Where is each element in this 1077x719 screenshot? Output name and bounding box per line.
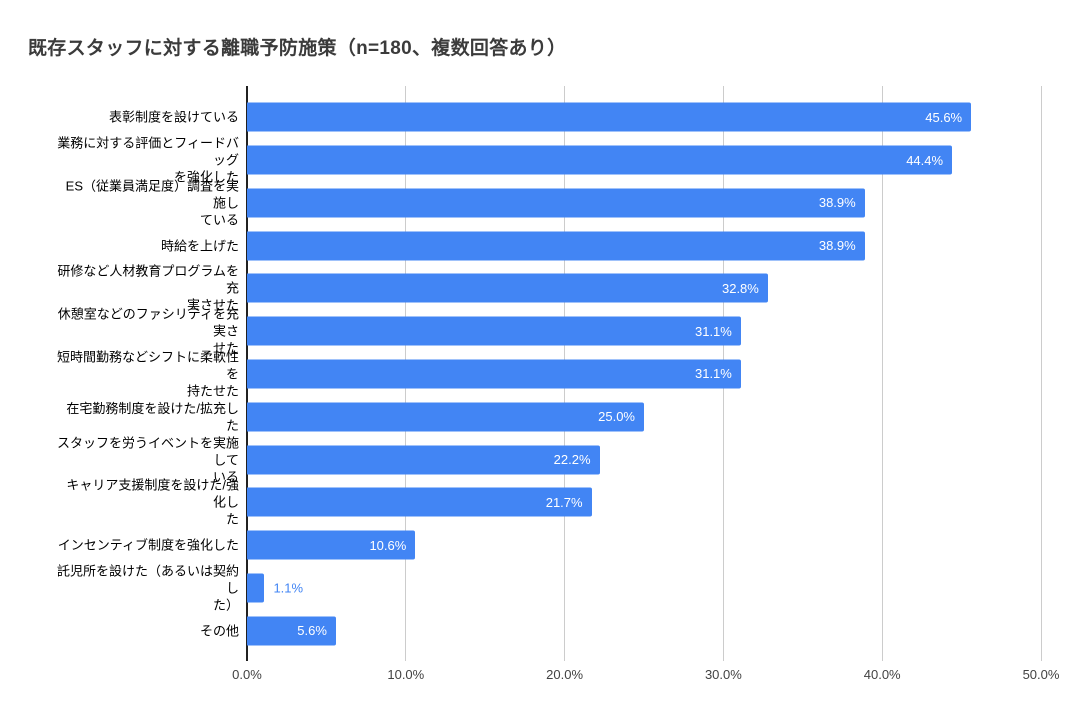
category-label: 研修など人材教育プログラムを充 実させた [57,263,239,313]
category-label: キャリア支援制度を設けた/強化し た [66,477,239,527]
gridline [1040,86,1042,661]
plot-area: 表彰制度を設けている 45.6% 業務に対する評価とフィードバッグ を強化した 44.… [57,86,1042,661]
bar: 38.9% [247,188,865,218]
bar-row: 休憩室などのファシリティを充実さ せた 31.1% [58,307,1041,356]
x-axis: 0.0% 10.0% 20.0% 30.0% 40.0% 50.0% [232,667,1059,687]
category-label: 業務に対する評価とフィードバッグ を強化した [57,135,239,185]
bar: 22.2% [247,445,600,474]
bar-rows: 表彰制度を設けている 45.6% 業務に対する評価とフィードバッグ を強化した 44.… [57,96,1041,652]
bar: 5.6% [247,616,336,646]
bar-value-label: 10.6% [369,537,407,553]
bar-row: 託児所を設けた（あるいは契約し た） 1.1% [57,563,1041,612]
bar-row: 時給を上げた 38.9% [161,224,1041,267]
category-label: 時給を上げた [160,238,239,254]
x-axis-tick-label: 20.0% [546,667,584,682]
bar: 25.0% [247,402,644,432]
bar-value-label: 5.6% [297,623,327,639]
category-label: 表彰制度を設けている [108,109,239,125]
bar-value-label: 1.1% [273,580,304,596]
category-label: 託児所を設けた（あるいは契約し た） [56,563,239,613]
category-label: その他 [199,623,239,639]
category-label: 在宅勤務制度を設けた/拡充した [66,400,239,433]
bar-value-label: 31.1% [694,366,732,382]
bar-value-label: 44.4% [906,152,944,168]
gridline [881,86,883,661]
bar: 44.4% [247,145,953,175]
bar-row: 研修など人材教育プログラムを充 実させた 32.8% [57,264,1041,313]
bar-row: 表彰制度を設けている 45.6% [109,96,1041,139]
category-label: ES（従業員満足度）調査を実施し ている [65,178,239,228]
bar-row: その他 5.6% [200,609,1041,652]
bar-row: 在宅勤務制度を設けた/拡充した 25.0% [66,395,1041,438]
bar-value-label: 45.6% [925,109,963,125]
x-axis-tick-label: 50.0% [1022,667,1060,682]
bar-value-label: 25.0% [598,409,635,425]
category-label: 休憩室などのファシリティを充実さ せた [57,306,239,356]
x-axis-tick-label: 10.0% [387,667,425,682]
bar-row: キャリア支援制度を設けた/強化し た 21.7% [66,478,1041,527]
bar: 32.8% [247,273,768,303]
bar: 31.1% [247,359,741,389]
chart-title: 既存スタッフに対する離職予防施策（n=180、複数回答あり） [28,38,567,59]
bar-row: インセンティブ制度を強化した 10.6% [58,524,1041,567]
bar-value-label: 21.7% [545,494,583,510]
x-axis-tick-label: 0.0% [232,667,262,682]
bar-value-label: 22.2% [553,452,591,467]
bar-row: 業務に対する評価とフィードバッグ を強化した 44.4% [57,136,1041,185]
bar: 10.6% [247,530,416,560]
bar-value-label: 38.9% [818,238,856,254]
bar-value-label: 38.9% [818,195,856,211]
bar: 21.7% [247,487,592,517]
bar: 31.1% [247,316,741,346]
category-label: 短時間勤務などシフトに柔軟性を 持たせた [56,349,239,399]
category-label: インセンティブ制度を強化した [57,537,239,553]
bar: 45.6% [247,102,972,132]
bar-row: ES（従業員満足度）調査を実施し ている 38.9% [66,178,1041,227]
x-axis-tick-label: 30.0% [704,667,742,682]
bar-row: スタッフを労うイベントを実施して いる 22.2% [57,435,1041,484]
x-axis-tick-label: 40.0% [863,667,901,682]
bar-value-label: 32.8% [721,280,759,296]
bar-row: 短時間勤務などシフトに柔軟性を 持たせた 31.1% [57,349,1041,398]
category-label: スタッフを労うイベントを実施して いる [56,435,239,484]
bar: 38.9% [247,231,865,261]
bar-value-label: 31.1% [694,323,732,339]
bar [247,573,265,603]
